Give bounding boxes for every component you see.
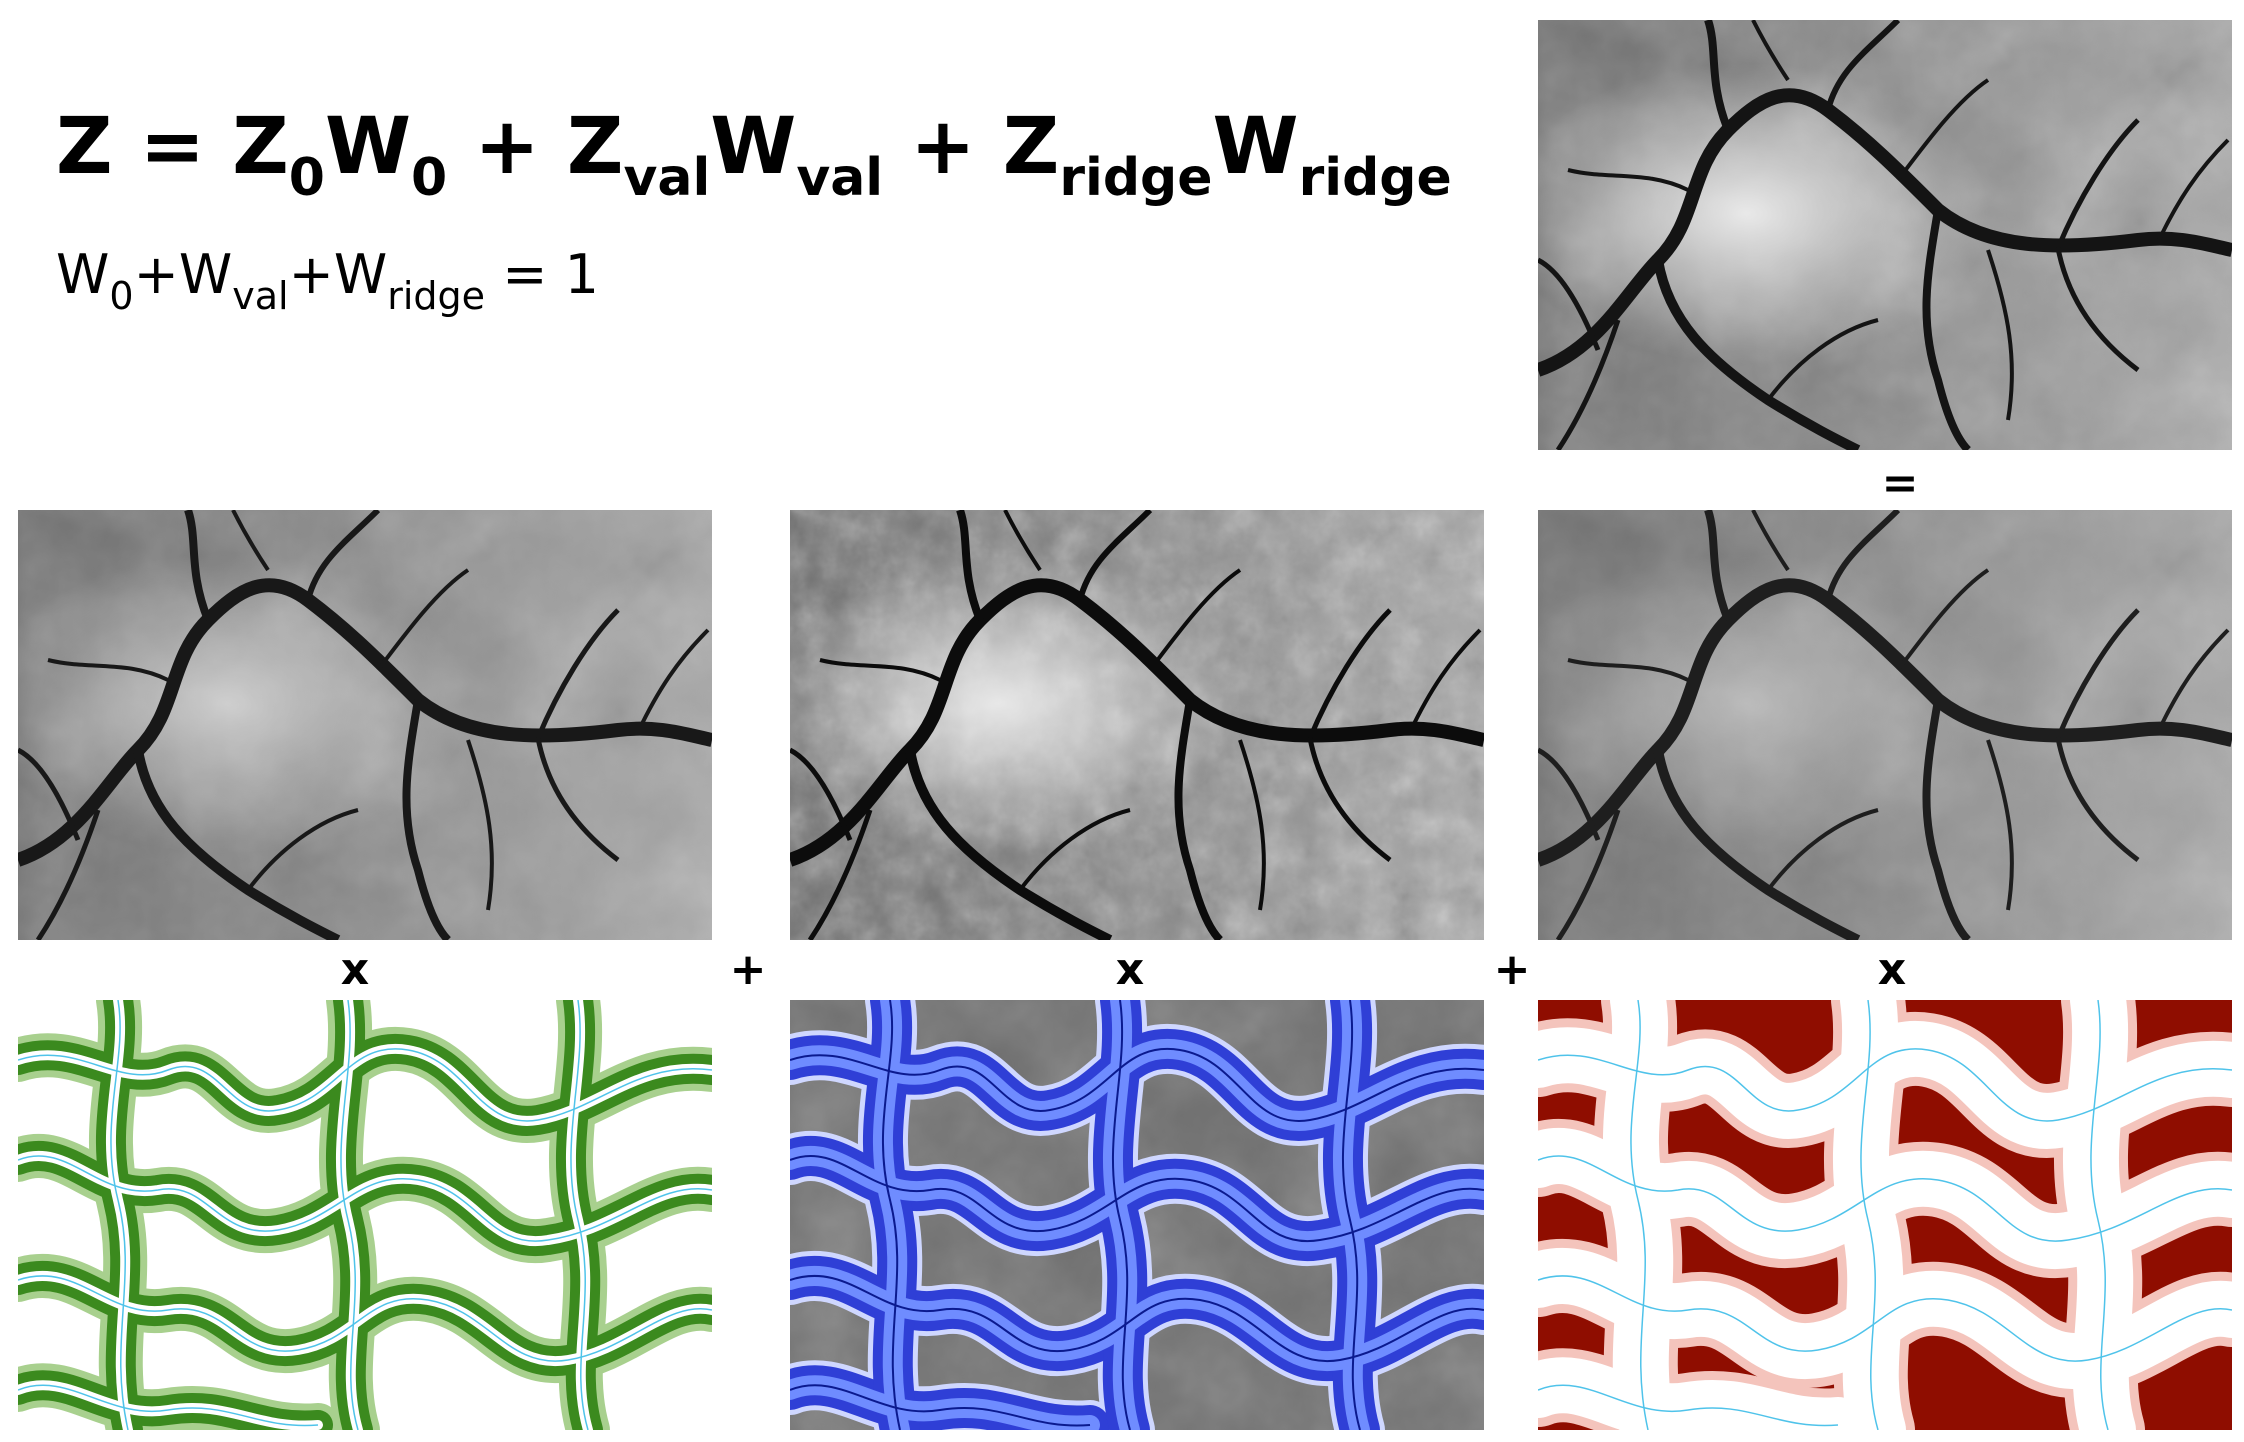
base-weight-map xyxy=(18,1000,712,1430)
base-dem-map xyxy=(18,510,712,940)
formula-z: Z xyxy=(56,102,113,192)
valley-weight-map xyxy=(790,1000,1484,1430)
ridge-weight-map xyxy=(1538,1000,2232,1430)
result-dem-map xyxy=(1538,20,2232,450)
plus-operator-2: + xyxy=(1493,944,1531,995)
weight-constraint: W0+Wval+Wridge = 1 xyxy=(56,243,599,318)
formula-plus-1: + xyxy=(474,102,540,192)
times-operator-2: x xyxy=(1115,944,1145,995)
valley-dem-map xyxy=(790,510,1484,940)
ridge-dem-map xyxy=(1538,510,2232,940)
formula-term-valley: ZvalWval xyxy=(566,102,884,208)
formula-plus-2: + xyxy=(910,102,976,192)
formula-term-base: Z0W0 xyxy=(232,102,448,208)
main-formula: Z = Z0W0 + ZvalWval + ZridgeWridge xyxy=(56,108,1452,204)
formula-term-ridge: ZridgeWridge xyxy=(1002,102,1452,208)
equals-operator: = xyxy=(1881,458,1919,509)
formula-equals: = xyxy=(139,102,206,192)
times-operator-1: x xyxy=(340,944,370,995)
plus-operator-1: + xyxy=(729,944,767,995)
times-operator-3: x xyxy=(1877,944,1907,995)
